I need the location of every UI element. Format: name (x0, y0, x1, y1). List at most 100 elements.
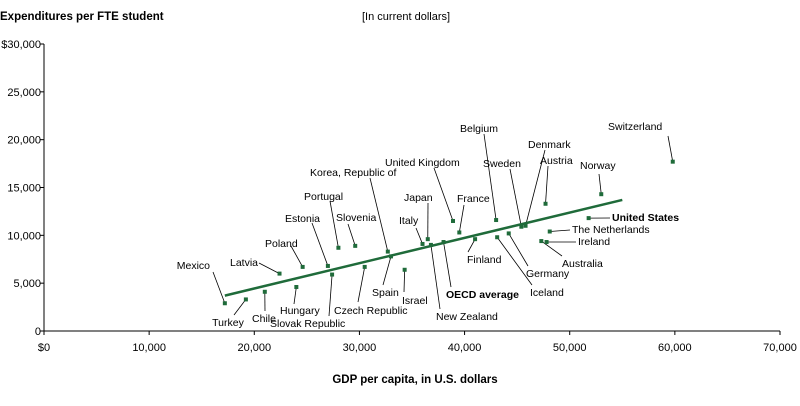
data-point-united-states (586, 216, 591, 221)
point-label-ireland: Ireland (578, 236, 610, 248)
leader-line-israel (403, 269, 406, 293)
data-point-latvia (277, 271, 282, 276)
leader-line-turkey (233, 299, 247, 316)
data-point-oecd-average (441, 240, 446, 245)
data-point-austria (543, 201, 548, 206)
chart-title: Expenditures per FTE student (0, 11, 164, 23)
x-tick-label: 70,000 (763, 342, 797, 354)
point-label-belgium: Belgium (460, 123, 498, 135)
x-tick-label: 20,000 (237, 342, 271, 354)
leader-line-mexico (212, 271, 226, 304)
point-label-united-kingdom: United Kingdom (385, 157, 460, 169)
y-tick-label: 20,000 (7, 135, 41, 147)
leader-line-belgium (483, 133, 497, 221)
leader-line-austria (545, 165, 549, 204)
data-point-czech-republic (362, 264, 367, 269)
leader-line-korea-republic-of (369, 177, 389, 252)
y-tick-label: 10,000 (7, 230, 41, 242)
data-point-turkey (243, 297, 248, 302)
point-label-latvia: Latvia (230, 257, 258, 269)
leader-line-slovak-republic (328, 274, 333, 317)
x-tick-label: 40,000 (448, 342, 482, 354)
leader-lines (212, 133, 674, 317)
leader-line-hungary (293, 286, 297, 305)
leader-line-estonia (311, 222, 329, 267)
point-label-chile: Chile (252, 313, 276, 325)
point-labels: Mexico Turkey Chile Latvia Hungary Poland Esto… (177, 121, 680, 330)
point-label-new-zealand: New Zealand (436, 311, 498, 323)
data-point-norway (599, 192, 604, 197)
leader-line-italy (415, 227, 423, 245)
data-point-mexico (222, 301, 227, 306)
point-label-finland: Finland (467, 254, 502, 266)
data-point-switzerland (670, 159, 675, 164)
point-label-israel: Israel (402, 295, 428, 307)
point-label-denmark: Denmark (528, 139, 571, 151)
data-point-ireland (544, 240, 549, 245)
leader-line-united-kingdom (433, 167, 454, 222)
point-label-the-netherlands: The Netherlands (572, 224, 650, 236)
point-label-germany: Germany (526, 268, 570, 280)
point-label-oecd-average: OECD average (446, 289, 519, 301)
data-point-new-zealand (428, 242, 433, 247)
data-point-estonia (325, 263, 330, 268)
trend-line-group (224, 198, 623, 297)
data-point-japan (425, 237, 430, 242)
data-point-italy (420, 241, 425, 246)
leader-line-france (458, 204, 465, 233)
y-tick-label: 5,000 (13, 278, 41, 290)
data-point-spain (388, 254, 393, 259)
x-tick-label: 50,000 (553, 342, 587, 354)
data-point-sweden (519, 224, 524, 229)
point-label-united-states: United States (612, 212, 679, 224)
data-point-portugal (336, 245, 341, 250)
x-tick-label: 30,000 (343, 342, 377, 354)
data-point-iceland (495, 235, 500, 240)
leader-line-iceland (496, 237, 533, 286)
data-point-france (457, 230, 462, 235)
data-point-poland (300, 264, 305, 269)
data-points (222, 159, 675, 306)
point-label-australia: Australia (562, 258, 603, 270)
point-label-korea-republic-of: Korea, Republic of (310, 167, 396, 179)
point-label-czech-republic: Czech Republic (334, 305, 408, 317)
leader-line-finland (467, 238, 476, 253)
data-point-germany (506, 231, 511, 236)
point-label-poland: Poland (265, 238, 298, 250)
point-label-turkey: Turkey (212, 317, 244, 329)
axes: $0 10,000 20,000 30,000 40,000 50,000 60,000 70… (1, 39, 797, 354)
x-tick-label: 60,000 (658, 342, 692, 354)
leader-line-oecd-average (443, 241, 452, 288)
leader-line-denmark (525, 149, 546, 226)
point-label-france: France (457, 193, 490, 205)
data-point-korea-republic-of (385, 249, 390, 254)
point-label-italy: Italy (399, 215, 419, 227)
data-point-slovak-republic (330, 272, 335, 277)
y-tick-label: $30,000 (1, 39, 41, 51)
point-label-switzerland: Switzerland (608, 121, 662, 133)
y-tick-label: 15,000 (7, 183, 41, 195)
leader-line-latvia (258, 262, 280, 274)
point-label-norway: Norway (580, 160, 616, 172)
leader-line-spain (382, 256, 392, 286)
leader-line-germany (508, 233, 529, 267)
y-tick-label: 25,000 (7, 87, 41, 99)
data-point-slovenia (353, 243, 358, 248)
leader-line-switzerland (667, 135, 674, 162)
x-tick-label: 10,000 (132, 342, 166, 354)
point-label-estonia: Estonia (285, 213, 320, 225)
leader-line-poland (290, 245, 304, 268)
data-point-finland (473, 237, 478, 242)
point-label-spain: Spain (372, 287, 399, 299)
leader-line-norway (598, 173, 602, 195)
point-label-slovenia: Slovenia (336, 212, 376, 224)
y-tick-label: 0 (35, 326, 41, 338)
point-label-hungary: Hungary (280, 305, 320, 317)
leader-line-czech-republic (357, 266, 366, 303)
x-tick-label: $0 (38, 342, 50, 354)
data-point-denmark (523, 223, 528, 228)
data-point-the-netherlands (547, 229, 552, 234)
data-point-hungary (294, 284, 299, 289)
point-label-mexico: Mexico (177, 260, 210, 272)
